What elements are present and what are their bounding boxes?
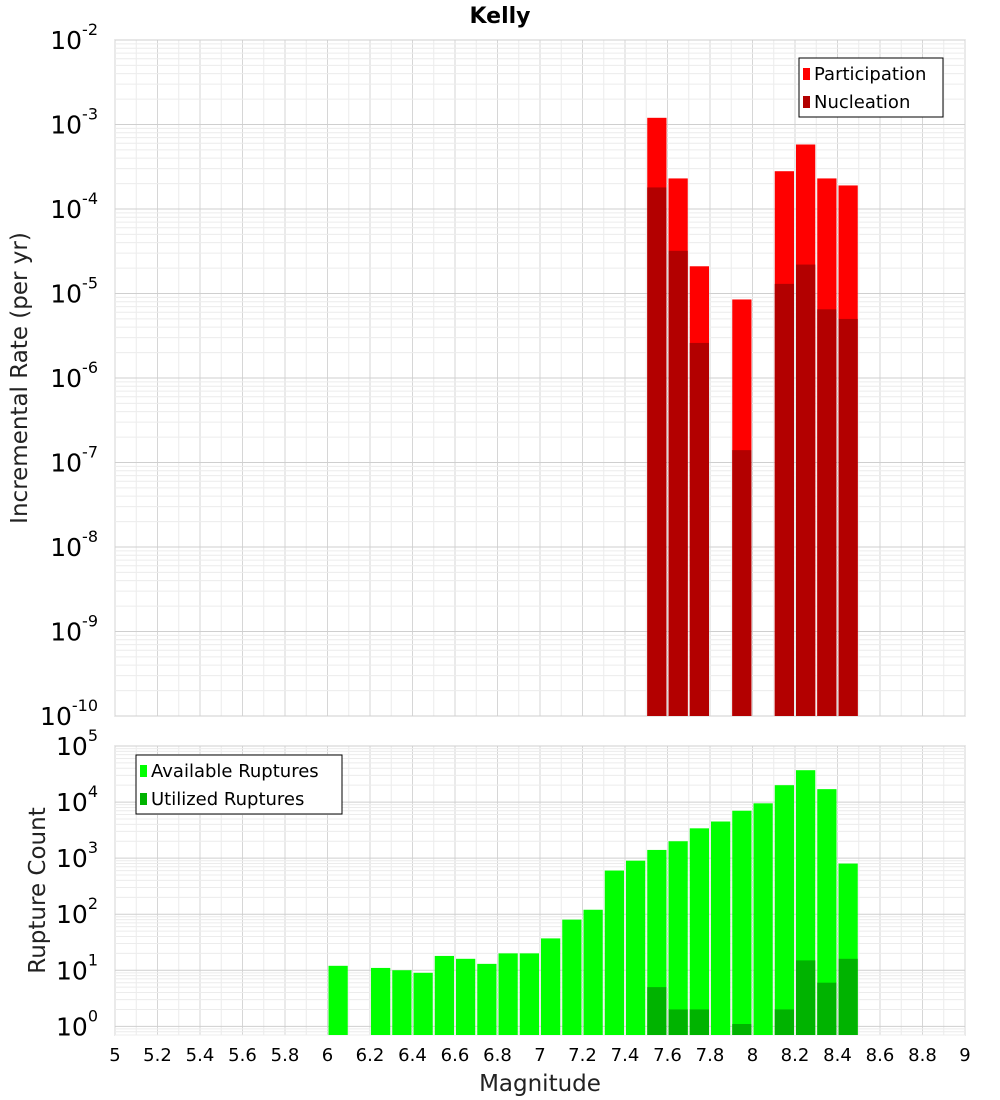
x-tick-label: 6: [322, 1045, 333, 1066]
rate-bar-s1: [817, 309, 837, 716]
rupture-bar-s0: [498, 953, 518, 1035]
rate-legend: Participation Nucleation: [798, 57, 944, 118]
x-tick-label: 6.4: [398, 1045, 427, 1066]
x-tick-label: 5.6: [228, 1045, 257, 1066]
rupture-bar-s0: [434, 955, 454, 1035]
x-tick-label: 7.2: [568, 1045, 597, 1066]
rate-bars: [647, 117, 858, 717]
rupture-y-tick-label: 104: [56, 782, 98, 817]
rupture-bar-s0: [583, 909, 603, 1035]
x-tick-label: 8.8: [908, 1045, 937, 1066]
rate-y-tick-label: 10-3: [50, 105, 98, 140]
rupture-bar-s0: [732, 810, 752, 1035]
rupture-y-tick-label: 102: [56, 894, 98, 929]
rupture-legend: Available Ruptures Utilized Ruptures: [135, 754, 343, 815]
rupture-bar-s0: [519, 953, 539, 1035]
rate-grid: [114, 39, 966, 717]
x-tick-label: 8.6: [866, 1045, 895, 1066]
x-axis-label: Magnitude: [479, 1071, 601, 1097]
x-tick-label: 6.2: [356, 1045, 385, 1066]
x-tick-label: 5.4: [186, 1045, 215, 1066]
rate-bar-s1: [774, 283, 794, 716]
rupture-bar-s1: [774, 1009, 794, 1035]
rate-bar-s1: [796, 264, 816, 716]
x-tick-label: 6.8: [483, 1045, 512, 1066]
x-tick-label: 5.8: [271, 1045, 300, 1066]
rupture-bar-s0: [541, 938, 561, 1035]
rupture-bar-s0: [477, 963, 497, 1035]
rupture-bar-s0: [456, 958, 476, 1035]
x-tick-label: 5: [109, 1045, 120, 1066]
rate-legend-box: [798, 57, 944, 118]
rupture-bar-s0: [371, 967, 391, 1035]
rupture-y-tick-label: 105: [56, 726, 98, 761]
rupture-count-panel: 100 101 102 103 104 105 5 5.2 5.4 5.6 5.8 6 6.2 6.4 6…: [25, 726, 971, 1097]
x-tick-label: 8.4: [823, 1045, 852, 1066]
rupture-y-tick-label: 100: [56, 1006, 98, 1041]
legend-label-available: Available Ruptures: [151, 761, 319, 782]
rate-y-tick-label: 10-4: [50, 189, 98, 224]
rate-y-tick-label: 10-6: [50, 358, 98, 393]
rupture-bar-s1: [732, 1023, 752, 1035]
legend-swatch-available: [140, 765, 147, 777]
x-tick-label: 9: [959, 1045, 970, 1066]
rate-y-axis-label: Incremental Rate (per yr): [7, 232, 33, 524]
x-tick-label: 7: [534, 1045, 545, 1066]
x-tick-label: 8: [747, 1045, 758, 1066]
rupture-bar-s0: [392, 970, 412, 1035]
rupture-bar-s0: [604, 870, 624, 1035]
rate-bar-s1: [668, 250, 688, 716]
rupture-bar-s0: [413, 972, 433, 1035]
magnitude-x-ticks: 5 5.2 5.4 5.6 5.8 6 6.2 6.4 6.6 6.8 7 7.2 7.4 7.6 7.8 8…: [109, 1045, 970, 1066]
rupture-bar-s0: [817, 789, 837, 1035]
legend-swatch-utilized: [140, 793, 147, 805]
x-tick-label: 7.6: [653, 1045, 682, 1066]
rupture-bar-s1: [647, 987, 667, 1035]
legend-label-nucleation: Nucleation: [814, 92, 910, 113]
rate-y-tick-label: 10-7: [50, 443, 98, 478]
legend-swatch-participation: [803, 68, 810, 80]
rupture-bar-s1: [817, 982, 837, 1035]
rate-y-tick-label: 10-2: [50, 20, 98, 55]
rate-y-tick-label: 10-5: [50, 274, 98, 309]
rupture-bar-s1: [796, 960, 816, 1035]
rate-y-tick-label: 10-8: [50, 527, 98, 562]
rupture-y-ticks: 100 101 102 103 104 105: [56, 726, 98, 1041]
rate-y-tick-label: 10-10: [40, 696, 98, 731]
legend-swatch-nucleation: [803, 96, 810, 108]
rupture-bar-s0: [328, 965, 348, 1035]
rupture-bar-s1: [838, 958, 858, 1035]
legend-label-participation: Participation: [814, 64, 926, 85]
x-tick-label: 6.6: [441, 1045, 470, 1066]
rate-panel: 10-10 10-9 10-8 10-7 10-6 10-5 10-4 10-3 10-2 In…: [7, 20, 966, 731]
rupture-bar-s0: [626, 860, 646, 1035]
rate-bar-s1: [689, 342, 709, 716]
rupture-bar-s0: [562, 919, 582, 1035]
rupture-bar-s0: [753, 803, 773, 1035]
rupture-bar-s0: [711, 821, 731, 1035]
legend-label-utilized: Utilized Ruptures: [151, 789, 304, 810]
x-tick-label: 7.4: [611, 1045, 640, 1066]
rupture-bar-s0: [668, 841, 688, 1035]
rate-y-tick-label: 10-9: [50, 612, 98, 647]
rupture-bars: [328, 770, 858, 1035]
rupture-y-tick-label: 101: [56, 950, 98, 985]
rupture-legend-box: [135, 754, 343, 815]
x-tick-label: 7.8: [696, 1045, 725, 1066]
x-tick-label: 5.2: [143, 1045, 172, 1066]
x-tick-label: 8.2: [781, 1045, 810, 1066]
rupture-bar-s0: [689, 828, 709, 1035]
chart-title: Kelly: [469, 4, 530, 29]
rate-bar-s1: [838, 318, 858, 716]
rate-bar-s1: [732, 450, 752, 716]
rupture-bar-s1: [668, 1009, 688, 1035]
rupture-bar-s1: [689, 1009, 709, 1035]
rupture-bar-s0: [774, 785, 794, 1035]
rupture-y-axis-label: Rupture Count: [25, 807, 51, 973]
rate-bar-s1: [647, 187, 667, 717]
rupture-y-tick-label: 103: [56, 838, 98, 873]
rate-y-ticks: 10-10 10-9 10-8 10-7 10-6 10-5 10-4 10-3 10-2: [40, 20, 98, 731]
